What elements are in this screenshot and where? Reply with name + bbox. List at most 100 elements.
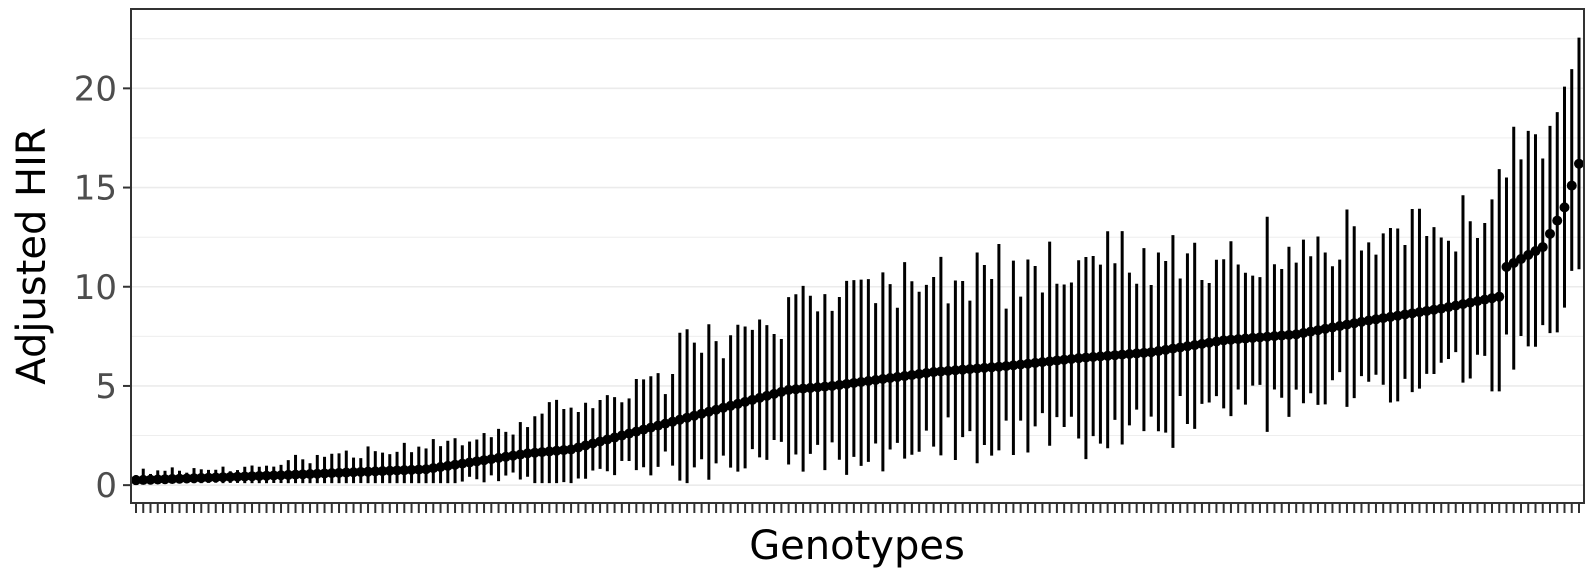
data-point xyxy=(276,470,287,481)
data-point xyxy=(950,365,961,376)
y-tick-label: 5 xyxy=(95,367,117,407)
data-point xyxy=(297,469,308,480)
data-point xyxy=(1225,334,1236,345)
data-point xyxy=(1494,291,1505,302)
data-point xyxy=(1088,351,1099,362)
data-point xyxy=(341,467,352,478)
data-point xyxy=(334,467,345,478)
data-point xyxy=(283,469,294,480)
data-point xyxy=(167,473,178,484)
data-point xyxy=(377,466,388,477)
y-axis: 0 5 10 15 20 xyxy=(74,69,131,506)
data-point xyxy=(319,468,330,479)
data-point xyxy=(1022,358,1033,369)
y-tick-label: 20 xyxy=(74,69,117,109)
data-point xyxy=(232,471,243,482)
data-point xyxy=(210,472,221,483)
data-point xyxy=(979,362,990,373)
data-point xyxy=(783,384,794,395)
data-point xyxy=(790,384,801,395)
data-point xyxy=(544,446,555,457)
data-point xyxy=(522,448,533,459)
data-point xyxy=(1276,330,1287,341)
data-point xyxy=(1240,333,1251,344)
x-axis-title: Genotypes xyxy=(749,523,965,569)
x-axis-ticks xyxy=(135,504,1580,513)
data-point xyxy=(972,363,983,374)
data-point xyxy=(312,468,323,479)
plot-border xyxy=(130,8,1585,504)
data-point xyxy=(1552,215,1563,226)
data-point xyxy=(805,382,816,393)
data-point xyxy=(943,365,954,376)
data-point xyxy=(247,471,258,482)
data-point xyxy=(1030,357,1041,368)
data-point xyxy=(1254,332,1265,343)
data-point xyxy=(1537,242,1548,253)
data-point xyxy=(355,466,366,477)
data-point xyxy=(370,466,381,477)
y-tick-label: 15 xyxy=(74,169,117,209)
y-axis-title: Adjusted HIR xyxy=(9,127,55,384)
data-point xyxy=(1001,361,1012,372)
data-point xyxy=(152,474,163,485)
data-point xyxy=(986,362,997,373)
data-point xyxy=(1102,350,1113,361)
data-point xyxy=(384,465,395,476)
data-point xyxy=(1559,202,1570,213)
data-point xyxy=(928,367,939,378)
data-point xyxy=(131,475,141,486)
data-point xyxy=(1117,349,1128,360)
data-point xyxy=(529,447,540,458)
data-point xyxy=(1044,356,1055,367)
data-point xyxy=(218,472,229,483)
data-point xyxy=(1080,352,1091,363)
data-point xyxy=(551,445,562,456)
data-point xyxy=(174,473,185,484)
data-point xyxy=(537,447,548,458)
data-point xyxy=(1544,228,1555,239)
data-point xyxy=(1066,353,1077,364)
data-point xyxy=(935,366,946,377)
data-point xyxy=(1574,158,1584,169)
data-point xyxy=(392,465,403,476)
data-point xyxy=(145,474,156,485)
data-point xyxy=(181,473,192,484)
data-point xyxy=(254,470,265,481)
y-tick-label: 0 xyxy=(95,466,117,506)
data-point xyxy=(1247,332,1258,343)
data-point xyxy=(348,467,359,478)
data-point xyxy=(1262,331,1273,342)
data-point xyxy=(225,471,236,482)
data-points xyxy=(131,158,1584,486)
data-point xyxy=(189,473,200,484)
data-point xyxy=(964,364,975,375)
data-point xyxy=(812,382,823,393)
data-point xyxy=(399,465,410,476)
data-point xyxy=(1124,349,1135,360)
y-tick-label: 10 xyxy=(74,268,117,308)
data-point xyxy=(1566,180,1577,191)
data-point xyxy=(363,466,374,477)
data-point xyxy=(1233,334,1244,345)
data-point xyxy=(1095,351,1106,362)
data-point xyxy=(268,470,279,481)
data-point xyxy=(290,469,301,480)
gridlines xyxy=(131,38,1584,486)
data-point xyxy=(406,464,417,475)
data-point xyxy=(1109,350,1120,361)
plot-background xyxy=(131,9,1584,503)
data-point xyxy=(1051,355,1062,366)
data-point xyxy=(138,474,149,485)
data-point xyxy=(993,361,1004,372)
data-point xyxy=(196,472,207,483)
data-point xyxy=(1283,329,1294,340)
data-point xyxy=(326,468,337,479)
data-point xyxy=(1218,335,1229,346)
data-point xyxy=(239,471,250,482)
data-point xyxy=(1138,347,1149,358)
data-point xyxy=(1037,357,1048,368)
data-point xyxy=(1131,348,1142,359)
data-point xyxy=(261,470,272,481)
data-point xyxy=(957,364,968,375)
